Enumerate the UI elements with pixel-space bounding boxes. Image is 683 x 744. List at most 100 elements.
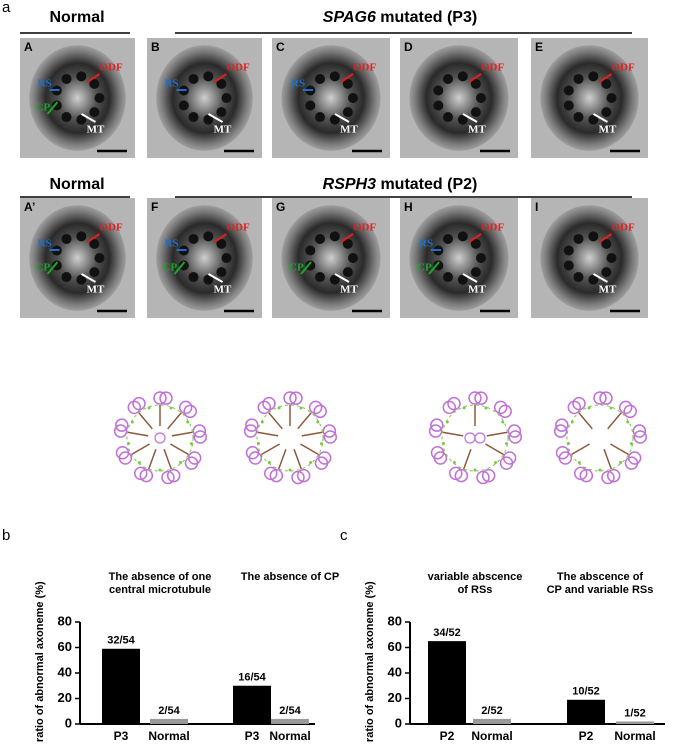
radial-spoke xyxy=(293,449,302,470)
group-title: The absence of one xyxy=(109,571,212,583)
doublet xyxy=(588,71,599,82)
doublet-b xyxy=(599,391,613,405)
doublet xyxy=(433,85,444,96)
nexin xyxy=(186,420,190,424)
doublet xyxy=(178,100,189,111)
image-letter: A xyxy=(24,40,33,54)
doublet xyxy=(305,100,316,111)
doublet xyxy=(216,107,227,118)
doublet xyxy=(606,253,617,263)
axoneme-section xyxy=(540,205,639,311)
image-letter: D xyxy=(404,40,413,54)
x-tick-label: P3 xyxy=(114,729,129,743)
doublet xyxy=(76,71,87,82)
doublet xyxy=(563,100,574,111)
doublet xyxy=(216,267,227,278)
nexin xyxy=(626,420,630,424)
group-title: central microtubule xyxy=(109,584,211,596)
doublet-a xyxy=(113,424,128,438)
pointer-arrow xyxy=(598,73,613,83)
doublet-b xyxy=(115,445,130,460)
gene-name: RSPH3 xyxy=(323,176,376,193)
doublet xyxy=(315,272,325,283)
doublet-a xyxy=(442,400,457,415)
structure-label: ODF xyxy=(353,62,377,74)
doublet xyxy=(51,100,62,111)
bar xyxy=(567,699,605,724)
doublet xyxy=(470,78,481,89)
doublet xyxy=(588,114,599,125)
doublet xyxy=(573,233,584,244)
pointer-arrow xyxy=(462,113,478,123)
doublet-a xyxy=(507,424,522,438)
doublet xyxy=(188,112,199,123)
normal-header: Normal xyxy=(49,176,104,193)
x-tick-label: Normal xyxy=(614,729,655,743)
ring xyxy=(256,404,324,472)
doublet xyxy=(470,267,481,278)
doublet xyxy=(457,71,468,82)
doublet-b xyxy=(633,430,648,444)
structure-label: ODF xyxy=(227,62,251,74)
y-tick-label: 40 xyxy=(58,664,72,679)
mutation-text: mutated (P3) xyxy=(380,9,477,26)
doublet xyxy=(61,112,72,123)
nexin xyxy=(473,468,477,472)
doublet xyxy=(476,253,486,263)
doublet xyxy=(348,93,358,103)
structure-label: MT xyxy=(340,284,358,296)
structure-label: MT xyxy=(87,124,105,136)
doublet-b xyxy=(448,466,463,481)
structure-label: RS xyxy=(165,238,179,250)
doublet-b xyxy=(498,404,512,419)
structure-label: CP xyxy=(163,262,178,274)
group-title: of RSs xyxy=(458,584,493,596)
doublet-a xyxy=(468,391,482,405)
doublet-a xyxy=(127,400,142,415)
doublet-a xyxy=(593,391,607,405)
image-letter: E xyxy=(535,40,543,54)
doublet xyxy=(89,78,100,89)
radial-spoke xyxy=(167,412,182,430)
structure-label: CP xyxy=(289,262,304,274)
structure-label: ODF xyxy=(353,222,377,234)
doublet-b xyxy=(314,456,329,470)
radial-spoke xyxy=(485,443,504,456)
central-tubule xyxy=(154,432,166,444)
doublet-a xyxy=(166,468,181,483)
doublet xyxy=(470,238,481,249)
pointer-arrow xyxy=(428,261,440,275)
doublet-a xyxy=(322,424,337,438)
y-tick-label: 60 xyxy=(58,639,72,654)
ring xyxy=(126,404,194,472)
nexin xyxy=(288,468,292,472)
doublet xyxy=(329,114,340,125)
nexin xyxy=(179,461,183,465)
mutant-header: SPAG6 mutated (P3) xyxy=(323,9,477,26)
doublet xyxy=(61,272,72,283)
doublet-a xyxy=(257,400,272,415)
doublet-b xyxy=(572,396,586,411)
central-tubule xyxy=(464,432,476,444)
structure-label: MT xyxy=(340,124,358,136)
nexin xyxy=(147,406,151,410)
doublet xyxy=(221,93,232,103)
pointer-arrow xyxy=(81,273,96,283)
structure-label: RS xyxy=(419,238,433,250)
structure-label: MT xyxy=(214,124,232,136)
nexin xyxy=(277,406,281,410)
doublet xyxy=(601,78,612,89)
doublet-a xyxy=(481,468,496,483)
value-label: 2/52 xyxy=(481,705,502,717)
doublet xyxy=(470,107,481,118)
doublet-b xyxy=(133,466,148,481)
radial-spoke xyxy=(257,431,279,437)
doublet xyxy=(588,274,599,285)
nexin xyxy=(484,406,488,410)
axoneme-section xyxy=(409,205,509,311)
doublet xyxy=(342,107,353,118)
nexin xyxy=(462,406,466,410)
structure-label: MT xyxy=(87,284,105,296)
doublet-b xyxy=(601,470,615,485)
radial-spoke xyxy=(278,449,287,470)
